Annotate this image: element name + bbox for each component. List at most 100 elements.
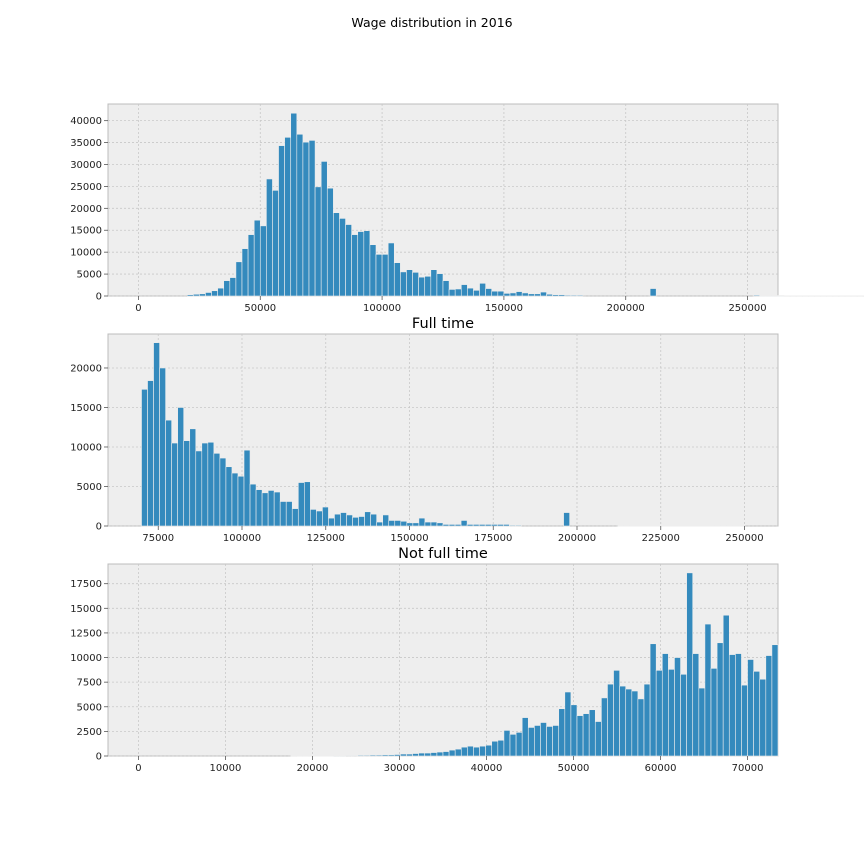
histogram-bar — [738, 525, 745, 527]
histogram-bar — [695, 525, 703, 527]
histogram-bar — [363, 754, 371, 757]
histogram-bar — [631, 690, 639, 757]
y-tick-label: 40000 — [70, 116, 102, 127]
histogram-bar — [339, 218, 346, 297]
x-tick-label: 75000 — [142, 533, 174, 544]
histogram-bar — [708, 525, 715, 527]
histogram-bar — [186, 294, 194, 297]
histogram-bar — [358, 516, 365, 527]
histogram-bar — [795, 295, 803, 297]
subplots-container: 0 50000 100000 150000 200000 2500000500010000… — [70, 103, 864, 774]
histogram-bar — [370, 513, 377, 527]
x-tick-label: 175000 — [474, 533, 512, 544]
histogram-bar — [351, 755, 359, 757]
y-tick-label: 5000 — [77, 482, 102, 493]
y-tick-label: 5000 — [77, 270, 102, 281]
histogram-bar — [771, 295, 779, 297]
histogram-bar — [424, 521, 432, 527]
histogram-bar — [564, 294, 572, 297]
histogram-bar — [320, 161, 328, 297]
histogram-bar — [448, 524, 456, 527]
histogram-bar — [496, 524, 504, 527]
histogram-bar — [430, 752, 438, 757]
x-tick-label: 250000 — [728, 303, 766, 314]
histogram-bar — [497, 739, 505, 757]
histogram-bar — [546, 726, 553, 757]
histogram-bars — [141, 342, 745, 527]
histogram-bar — [838, 295, 846, 297]
x-tick-label: 10000 — [210, 763, 242, 774]
y-tick-label: 20000 — [70, 204, 102, 215]
histogram-bar — [674, 657, 681, 757]
histogram-bar — [345, 224, 352, 297]
histogram-bar — [576, 294, 584, 297]
histogram-bar — [448, 289, 456, 297]
histogram-bar — [643, 683, 651, 757]
histogram-bar — [217, 287, 225, 297]
histogram-bar — [340, 512, 347, 527]
histogram-bar — [436, 751, 444, 757]
histogram-bar — [352, 517, 359, 527]
histogram-bar — [273, 491, 281, 527]
histogram-bar — [466, 524, 474, 527]
histogram-bar — [387, 242, 395, 297]
histogram-bar — [189, 428, 197, 527]
histogram-bar — [223, 280, 231, 297]
histogram-bar — [290, 755, 298, 757]
y-tick-label: 30000 — [70, 160, 102, 171]
histogram-bar — [509, 524, 516, 527]
histogram-bar — [777, 295, 785, 297]
y-tick-label: 25000 — [70, 182, 102, 193]
histogram-bar — [436, 522, 444, 527]
histogram-bar — [363, 230, 371, 297]
y-tick-label: 5000 — [77, 702, 102, 713]
histogram-bar — [454, 524, 462, 527]
histogram-bar — [641, 525, 649, 527]
histogram-bar — [726, 525, 733, 527]
histogram-bar — [381, 754, 389, 757]
x-tick-label: 50000 — [558, 763, 590, 774]
histogram-bar — [308, 755, 316, 757]
histogram-bar — [741, 684, 748, 757]
histogram-bar — [326, 187, 334, 297]
y-tick-label: 10000 — [70, 248, 102, 259]
x-tick-label: 40000 — [471, 763, 503, 774]
histogram-bar — [375, 754, 383, 757]
histogram-bar — [418, 517, 426, 527]
histogram-bar — [346, 514, 353, 527]
histogram-bar — [237, 475, 245, 527]
histogram-bar — [692, 653, 700, 757]
x-tick-label: 20000 — [297, 763, 329, 774]
histogram-bar — [314, 186, 322, 297]
histogram-bar — [195, 450, 203, 527]
histogram-bar — [629, 525, 637, 527]
histogram-bar — [710, 668, 718, 757]
histogram-bar — [284, 137, 292, 297]
histogram-bar — [333, 755, 340, 757]
y-tick-label: 0 — [96, 292, 102, 303]
histogram-bar — [479, 745, 486, 757]
histogram-bar — [369, 754, 377, 757]
histogram-bar — [564, 691, 572, 757]
histogram-bar — [213, 453, 221, 527]
histogram-bar — [285, 501, 293, 527]
histogram-bar — [375, 254, 383, 297]
histogram-bar — [231, 472, 239, 527]
histogram-bar — [393, 754, 401, 757]
histogram-bar — [601, 697, 608, 757]
histogram-bar — [619, 685, 627, 757]
histogram-bar — [183, 440, 191, 527]
histogram-bar — [454, 748, 462, 757]
histogram-bar — [394, 520, 402, 527]
histogram-bar — [540, 291, 547, 297]
histogram-bar — [716, 642, 724, 757]
histogram-bar — [473, 746, 480, 757]
histogram-bar — [521, 717, 529, 757]
histogram-bar — [594, 721, 602, 757]
histogram-bar — [261, 492, 269, 527]
histogram-bar — [722, 614, 730, 757]
histogram-bar — [412, 522, 420, 527]
histogram-bar — [369, 244, 377, 297]
histogram-bar — [570, 704, 578, 757]
